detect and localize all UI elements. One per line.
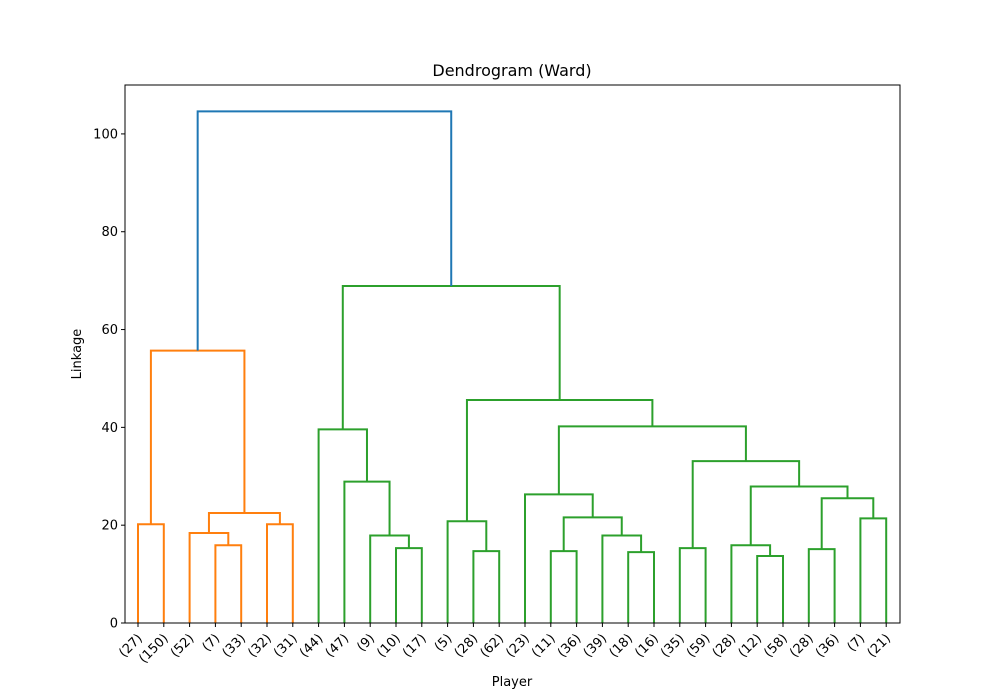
leaf-label: (36) bbox=[813, 631, 842, 660]
dendrogram-link-b5 bbox=[472, 550, 501, 623]
y-tick-label: 100 bbox=[93, 127, 118, 142]
y-tick-label: 0 bbox=[110, 617, 118, 632]
leaf-label: (28) bbox=[710, 631, 739, 660]
leaf-label: (33) bbox=[220, 631, 249, 660]
dendrogram-link-b2 bbox=[369, 534, 410, 623]
leaf-label: (39) bbox=[581, 631, 610, 660]
dendrogram-link-a2 bbox=[214, 544, 243, 623]
chart-title: Dendrogram (Ward) bbox=[432, 61, 591, 80]
leaf-label: (32) bbox=[245, 631, 274, 660]
leaf-label: (28) bbox=[787, 631, 816, 660]
leaf-label: (23) bbox=[503, 631, 532, 660]
dendrogram-link-b6 bbox=[446, 520, 488, 623]
dendrogram-link-a4 bbox=[266, 523, 294, 623]
leaf-label: (35) bbox=[658, 631, 687, 660]
dendrogram-link-b3 bbox=[343, 480, 391, 623]
dendrogram-link-b18 bbox=[749, 485, 849, 546]
leaf-label: (12) bbox=[736, 631, 765, 660]
leaf-label: (11) bbox=[529, 631, 558, 660]
y-tick-label: 80 bbox=[101, 225, 118, 240]
dendrogram-link-b15 bbox=[807, 548, 836, 623]
dendrogram-link-b10 bbox=[562, 516, 623, 552]
leaf-label: (21) bbox=[865, 631, 894, 660]
leaf-label: (17) bbox=[400, 631, 429, 660]
dendrogram-link-a5 bbox=[207, 511, 281, 534]
leaf-label: (150) bbox=[136, 631, 171, 666]
dendrogram-link-root bbox=[196, 110, 453, 351]
dendrogram-link-b8 bbox=[627, 551, 655, 623]
dendrogram-link-b19 bbox=[691, 460, 801, 549]
dendrogram-link-b16 bbox=[859, 517, 888, 623]
leaf-label: (28) bbox=[452, 631, 481, 660]
x-axis-label: Player bbox=[492, 675, 533, 690]
dendrogram-link-b22 bbox=[341, 285, 561, 430]
leaf-label: (47) bbox=[323, 631, 352, 660]
dendrogram-link-b12 bbox=[678, 547, 707, 623]
y-axis: 0 20 40 60 80 100 bbox=[93, 127, 125, 632]
y-tick-label: 20 bbox=[101, 519, 118, 534]
y-axis-label: Linkage bbox=[70, 329, 85, 380]
plot-frame bbox=[124, 84, 901, 624]
leaf-label: (16) bbox=[632, 631, 661, 660]
dendrogram-link-b21 bbox=[465, 398, 654, 522]
leaf-label: (58) bbox=[761, 631, 790, 660]
dendrogram-link-b17 bbox=[820, 497, 875, 550]
leaf-label: (52) bbox=[168, 631, 197, 660]
dendrogram-link-b13 bbox=[756, 554, 784, 623]
dendrogram-link-a6 bbox=[149, 349, 246, 525]
leaf-label: (31) bbox=[271, 631, 300, 660]
dendrogram-link-b14 bbox=[730, 544, 772, 623]
dendrogram-link-b1 bbox=[395, 547, 423, 623]
dendrogram-links bbox=[137, 110, 888, 623]
leaf-label: (10) bbox=[374, 631, 403, 660]
leaf-label: (59) bbox=[684, 631, 713, 660]
y-tick-label: 40 bbox=[101, 421, 118, 436]
y-tick-label: 60 bbox=[101, 323, 118, 338]
leaf-label: (44) bbox=[297, 631, 326, 660]
leaf-label: (62) bbox=[478, 631, 507, 660]
leaf-label: (18) bbox=[607, 631, 636, 660]
dendrogram-link-a1 bbox=[137, 523, 165, 623]
leaf-label: (36) bbox=[555, 631, 584, 660]
dendrogram-link-b11 bbox=[524, 493, 594, 623]
dendrogram-link-b9 bbox=[601, 534, 643, 623]
x-axis: (27)(150)(52) (7)(33)(32)(31)(44)(47) (9)(… bbox=[116, 623, 894, 667]
dendrogram-link-b7 bbox=[549, 550, 578, 623]
dendrogram-link-a3 bbox=[188, 532, 230, 623]
dendrogram-link-b4 bbox=[317, 428, 368, 623]
